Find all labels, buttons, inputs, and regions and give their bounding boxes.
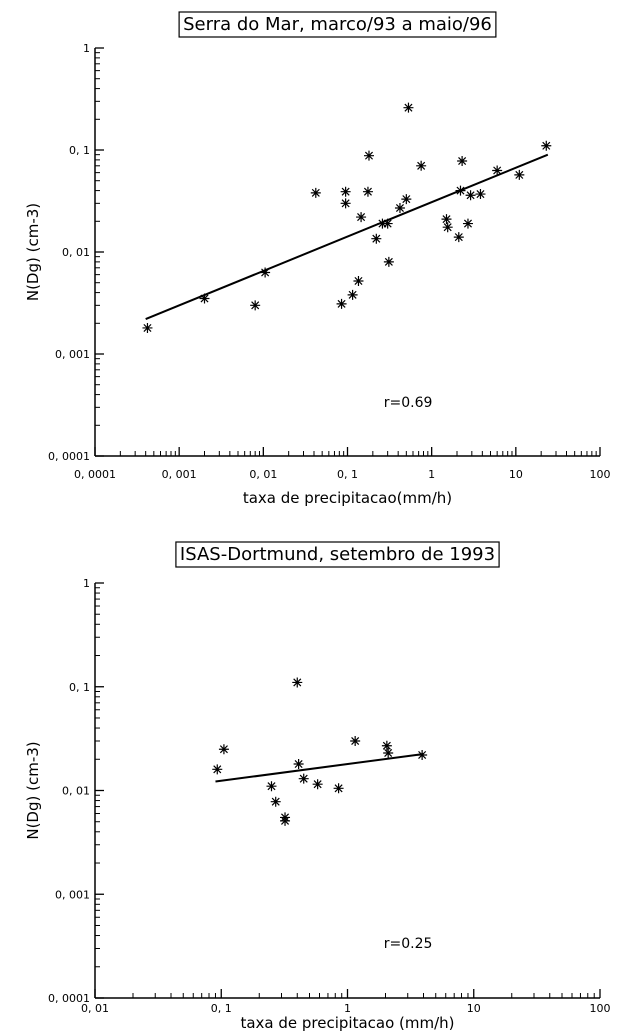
data-point	[292, 677, 303, 688]
y-tick-label: 0, 001	[55, 348, 90, 361]
data-point	[455, 185, 466, 196]
chart-title: Serra do Mar, marco/93 a maio/96	[183, 14, 492, 35]
y-tick-label: 0, 001	[55, 888, 90, 901]
y-tick-label: 0, 1	[69, 144, 90, 157]
data-point	[475, 189, 486, 200]
x-axis-label: taxa de precipitacao(mm/h)	[243, 489, 452, 507]
data-point	[514, 169, 525, 180]
x-tick-label: 10	[509, 468, 523, 481]
data-point	[260, 267, 271, 278]
data-point	[333, 783, 344, 794]
chart-title: ISAS-Dortmund, setembro de 1993	[180, 544, 495, 565]
data-point	[312, 779, 323, 790]
data-point	[340, 186, 351, 197]
y-axis-label: N(Dg) (cm-3)	[24, 203, 42, 301]
data-point	[403, 102, 414, 113]
data-point	[383, 747, 394, 758]
data-point	[363, 150, 374, 161]
data-point	[371, 233, 382, 244]
data-point	[293, 759, 304, 770]
data-point	[356, 212, 367, 223]
data-point	[417, 749, 428, 760]
data-point	[416, 160, 427, 171]
x-tick-label: 0, 0001	[74, 468, 116, 481]
data-point	[298, 773, 309, 784]
data-point	[465, 190, 476, 201]
data-point	[442, 222, 453, 233]
data-point	[401, 194, 412, 205]
chart-2: ISAS-Dortmund, setembro de 1993 0, 01 0, 1…	[24, 541, 611, 1032]
chart-title-box	[175, 541, 500, 568]
data-point	[350, 735, 361, 746]
y-tick-label: 0, 0001	[48, 992, 90, 1005]
data-point	[340, 198, 351, 209]
data-point	[381, 740, 392, 751]
data-point	[336, 298, 347, 309]
y-tick-label: 1	[83, 577, 90, 590]
y-axis-label: N(Dg) (cm-3)	[24, 741, 42, 839]
data-point	[310, 187, 321, 198]
regression-line	[215, 752, 424, 783]
data-point	[541, 140, 552, 151]
data-point	[347, 289, 358, 300]
correlation-annotation: r=0.69	[384, 395, 433, 411]
data-point	[280, 815, 291, 826]
x-tick-label: 1	[344, 1002, 351, 1015]
data-point	[212, 764, 223, 775]
regression-line	[145, 153, 549, 320]
data-point	[383, 256, 394, 267]
x-tick-label: 0, 01	[81, 1002, 109, 1015]
data-point	[270, 796, 281, 807]
x-tick-label: 1	[428, 468, 435, 481]
data-point	[250, 300, 261, 311]
data-point	[382, 218, 393, 229]
x-tick-label: 100	[590, 1002, 611, 1015]
data-point	[362, 186, 373, 197]
data-point	[218, 744, 229, 755]
data-point	[462, 218, 473, 229]
data-point	[377, 218, 388, 229]
data-point	[441, 214, 452, 225]
x-tick-label: 100	[590, 468, 611, 481]
y-tick-label: 0, 1	[69, 681, 90, 694]
correlation-annotation: r=0.25	[384, 936, 433, 952]
x-tick-label: 0, 1	[211, 1002, 232, 1015]
x-tick-label: 0, 1	[337, 468, 358, 481]
y-tick-label: 1	[83, 42, 90, 55]
x-tick-label: 0, 001	[162, 468, 197, 481]
chart-title-box	[178, 11, 497, 38]
data-point	[266, 781, 277, 792]
data-point	[142, 322, 153, 333]
data-point	[353, 275, 364, 286]
y-tick-label: 0, 01	[62, 246, 90, 259]
x-tick-label: 0, 01	[249, 468, 277, 481]
data-point	[199, 293, 210, 304]
data-point	[394, 203, 405, 214]
x-axis-label: taxa de precipitacao (mm/h)	[240, 1014, 454, 1031]
x-tick-label: 10	[467, 1002, 481, 1015]
y-tick-label: 0, 0001	[48, 450, 90, 463]
chart-1: Serra do Mar, marco/93 a maio/96 0, 0001 0…	[24, 11, 611, 507]
data-point	[457, 156, 468, 167]
data-point	[492, 165, 503, 176]
data-point	[453, 232, 464, 243]
y-tick-label: 0, 01	[62, 785, 90, 798]
